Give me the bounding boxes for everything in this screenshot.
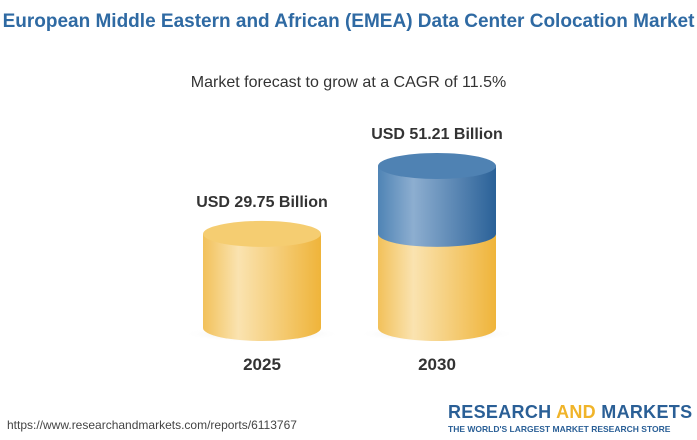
logo-and: AND xyxy=(556,402,596,422)
cylinder-base-segment xyxy=(378,233,496,341)
cylinder-growth-segment xyxy=(378,166,496,247)
logo-research: RESEARCH xyxy=(448,402,552,422)
cylinder-top xyxy=(203,220,321,247)
source-url[interactable]: https://www.researchandmarkets.com/repor… xyxy=(7,418,297,432)
category-label: 2025 xyxy=(243,355,281,374)
cylinder-top xyxy=(378,153,496,179)
logo-markets: MARKETS xyxy=(601,402,693,422)
logo-tagline: THE WORLD'S LARGEST MARKET RESEARCH STOR… xyxy=(448,424,671,434)
cylinder-base-segment xyxy=(203,233,321,341)
data-label: USD 29.75 Billion xyxy=(196,194,328,211)
chart-title: European Middle Eastern and African (EME… xyxy=(2,11,695,32)
data-label: USD 51.21 Billion xyxy=(371,126,503,143)
chart-subtitle: Market forecast to grow at a CAGR of 11.… xyxy=(190,74,507,91)
logo-wordmark: RESEARCH AND MARKETS xyxy=(448,402,693,422)
category-label: 2030 xyxy=(418,355,456,374)
research-and-markets-logo: RESEARCH AND MARKETS THE WORLD'S LARGEST… xyxy=(448,402,693,435)
